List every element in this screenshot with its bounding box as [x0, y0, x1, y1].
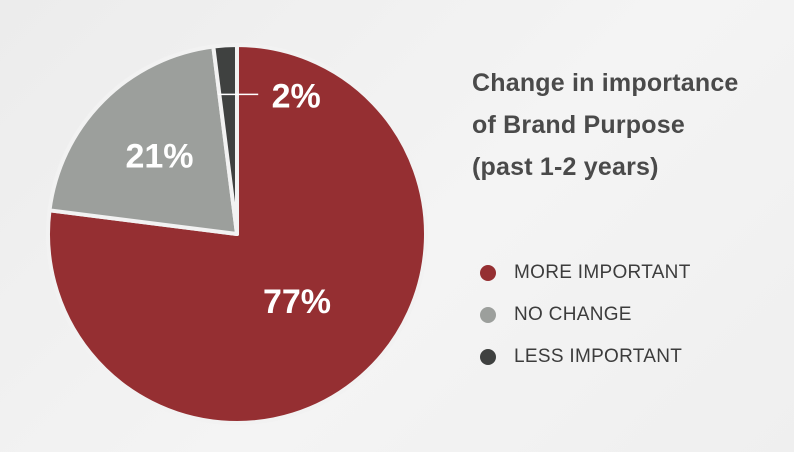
legend-marker-more-important	[480, 265, 496, 281]
pie-slice-no-change	[47, 44, 239, 236]
legend-label-no-change: NO CHANGE	[514, 304, 632, 325]
chart-title: Change in importance of Brand Purpose (p…	[472, 62, 782, 188]
pie-slices	[46, 43, 428, 425]
pie-labels: 77% 21% 2%	[125, 77, 331, 321]
chart-title-line-3: (past 1-2 years)	[472, 153, 659, 181]
legend-label-less-important: LESS IMPORTANT	[514, 346, 683, 367]
legend-marker-less-important	[480, 349, 496, 365]
legend-marker-no-change	[480, 307, 496, 323]
legend: MORE IMPORTANT NO CHANGE LESS IMPORTANT	[480, 252, 691, 378]
data-label-more-important: 77%	[263, 283, 331, 321]
legend-item-more-important: MORE IMPORTANT	[480, 252, 691, 294]
legend-item-less-important: LESS IMPORTANT	[480, 336, 691, 378]
chart-title-line-2: of Brand Purpose	[472, 111, 685, 139]
data-label-less-important: 2%	[272, 77, 321, 115]
data-label-no-change: 21%	[125, 137, 193, 175]
legend-item-no-change: NO CHANGE	[480, 294, 691, 336]
legend-label-more-important: MORE IMPORTANT	[514, 262, 691, 283]
pie-slice-less-important	[211, 43, 239, 236]
chart-title-line-1: Change in importance	[472, 69, 739, 97]
